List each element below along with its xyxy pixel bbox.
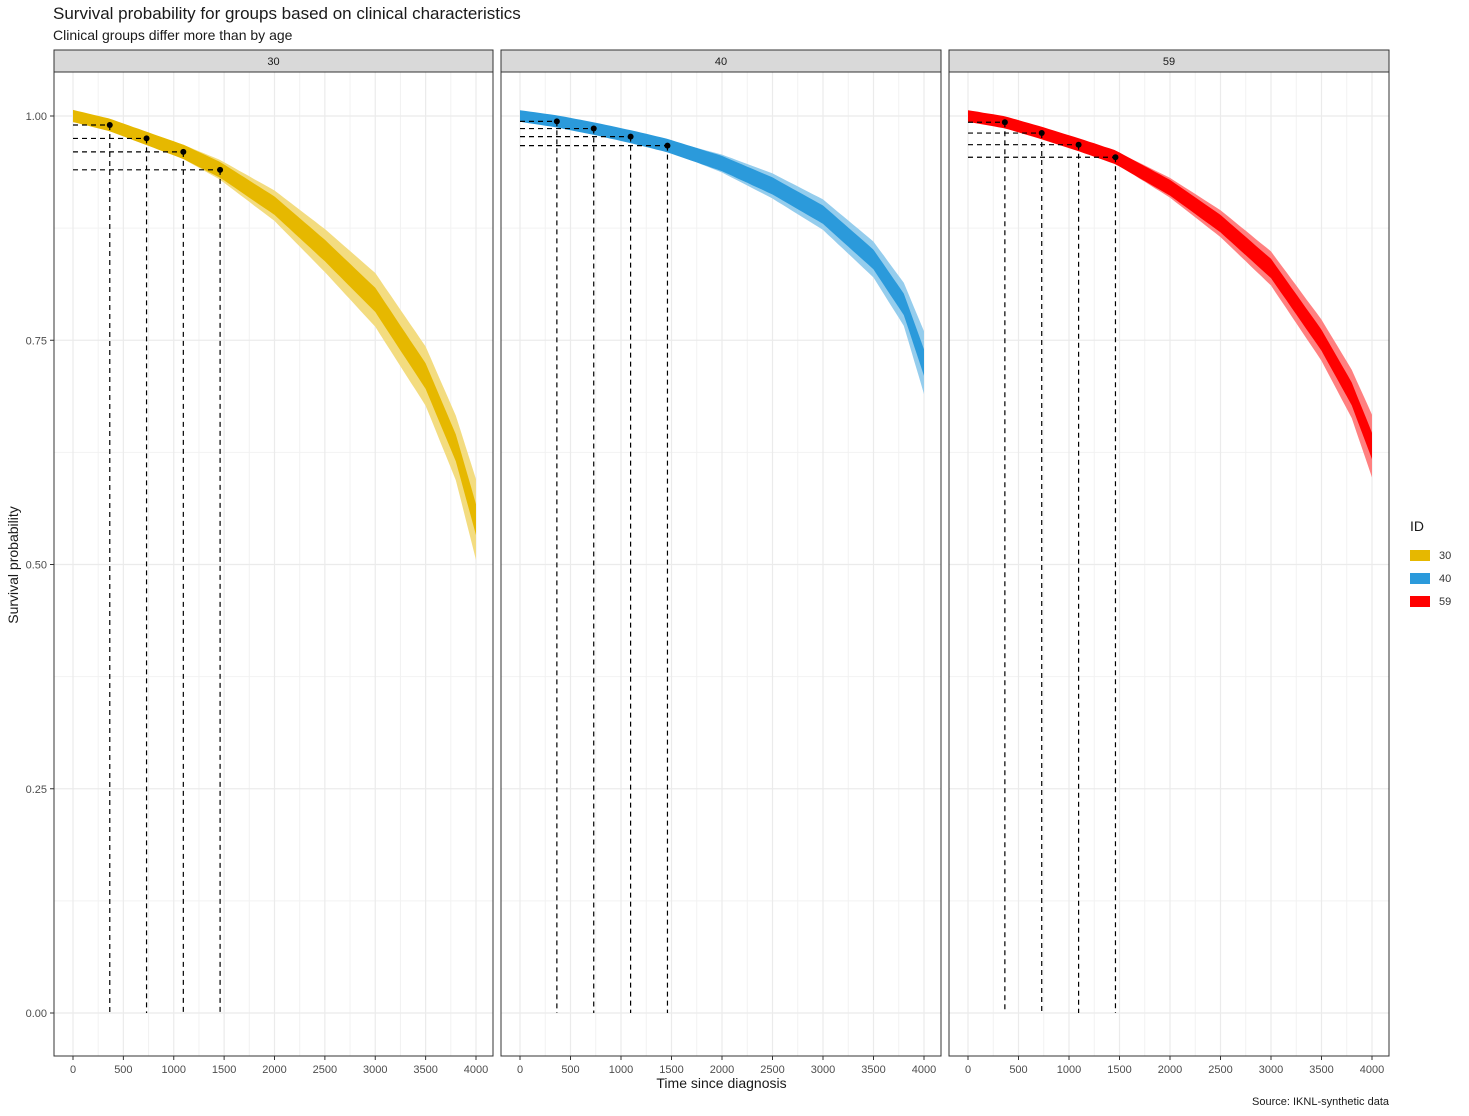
x-tick-label: 0 bbox=[965, 1064, 971, 1076]
survival-band-30 bbox=[73, 109, 476, 536]
legend-item-40: 40 bbox=[1410, 567, 1451, 590]
chart-subtitle: Clinical groups differ more than by age bbox=[53, 27, 293, 43]
x-tick-label: 3000 bbox=[363, 1064, 387, 1076]
x-tick-label: 500 bbox=[561, 1064, 579, 1076]
legend-title: ID bbox=[1410, 518, 1424, 534]
facet-panel-30: 30 0 500 1000 1500 2000 2500 3000 3500 4000 bbox=[53, 49, 494, 1076]
y-tick-label: 0.25 bbox=[26, 784, 47, 796]
survival-point bbox=[627, 133, 634, 140]
x-tick-label: 4000 bbox=[464, 1064, 488, 1076]
survival-point bbox=[143, 135, 150, 142]
y-tick-label: 1.00 bbox=[26, 111, 47, 123]
x-tick-label: 1000 bbox=[609, 1064, 633, 1076]
x-tick-label: 3000 bbox=[811, 1064, 835, 1076]
x-tick-label: 1000 bbox=[162, 1064, 186, 1076]
x-axis-label: Time since diagnosis bbox=[656, 1075, 787, 1091]
x-tick-label: 2000 bbox=[710, 1064, 734, 1076]
chart-title: Survival probability for groups based on… bbox=[53, 4, 521, 23]
survival-point bbox=[1001, 119, 1008, 126]
survival-point bbox=[1038, 130, 1045, 137]
y-axis-label: Survival probability bbox=[5, 506, 21, 624]
x-tick-label: 2000 bbox=[1158, 1064, 1182, 1076]
survival-point bbox=[180, 148, 187, 155]
y-tick-label: 0.00 bbox=[26, 1008, 47, 1020]
legend-item-30: 30 bbox=[1410, 544, 1451, 567]
legend-label-30: 30 bbox=[1439, 549, 1452, 562]
y-tick-label: 0.50 bbox=[26, 560, 47, 572]
panel-border bbox=[500, 71, 942, 1057]
x-tick-label: 3500 bbox=[413, 1064, 437, 1076]
legend-label-59: 59 bbox=[1439, 595, 1452, 608]
legend-label-40: 40 bbox=[1439, 572, 1452, 585]
x-tick-label: 2000 bbox=[262, 1064, 286, 1076]
survival-point bbox=[217, 166, 224, 173]
legend-item-59: 59 bbox=[1410, 590, 1451, 613]
legend-key-59 bbox=[1410, 596, 1430, 607]
facet-panel-40: 40 0 500 1000 1500 2000 2500 3000 3500 4000 bbox=[500, 49, 942, 1076]
y-tick-label: 0.75 bbox=[26, 335, 47, 347]
survival-point bbox=[1112, 154, 1119, 161]
survival-band-59 bbox=[968, 110, 1372, 460]
x-tick-label: 0 bbox=[70, 1064, 76, 1076]
facet-panel-59: 59 0 500 1000 1500 2000 2500 3000 3500 4000 bbox=[948, 49, 1390, 1076]
x-tick-label: 3000 bbox=[1259, 1064, 1283, 1076]
survival-band-40 bbox=[520, 110, 924, 376]
x-tick-label: 0 bbox=[517, 1064, 523, 1076]
survival-point bbox=[590, 125, 597, 132]
x-tick-label: 500 bbox=[1009, 1064, 1027, 1076]
x-tick-label: 3500 bbox=[1309, 1064, 1333, 1076]
legend-key-40 bbox=[1410, 573, 1430, 584]
x-tick-label: 2500 bbox=[313, 1064, 337, 1076]
survival-point bbox=[106, 121, 113, 128]
facet-strip-label: 30 bbox=[267, 56, 279, 68]
x-tick-label: 1000 bbox=[1057, 1064, 1081, 1076]
chart-caption: Source: IKNL-synthetic data bbox=[1252, 1096, 1389, 1108]
x-tick-label: 4000 bbox=[1360, 1064, 1384, 1076]
survival-point bbox=[553, 118, 560, 125]
facet-strip-label: 59 bbox=[1163, 56, 1175, 68]
x-tick-label: 500 bbox=[114, 1064, 132, 1076]
x-tick-label: 4000 bbox=[912, 1064, 936, 1076]
survival-point bbox=[664, 142, 671, 149]
panel-border bbox=[948, 71, 1390, 1057]
x-tick-label: 2500 bbox=[1208, 1064, 1232, 1076]
x-tick-label: 2500 bbox=[760, 1064, 784, 1076]
x-tick-label: 1500 bbox=[212, 1064, 236, 1076]
facet-strip-label: 40 bbox=[715, 56, 727, 68]
x-tick-label: 1500 bbox=[1107, 1064, 1131, 1076]
x-tick-label: 3500 bbox=[861, 1064, 885, 1076]
legend: ID 30 40 59 bbox=[1410, 518, 1451, 613]
survival-point bbox=[1075, 141, 1082, 148]
x-tick-label: 1500 bbox=[659, 1064, 683, 1076]
legend-key-30 bbox=[1410, 550, 1430, 561]
